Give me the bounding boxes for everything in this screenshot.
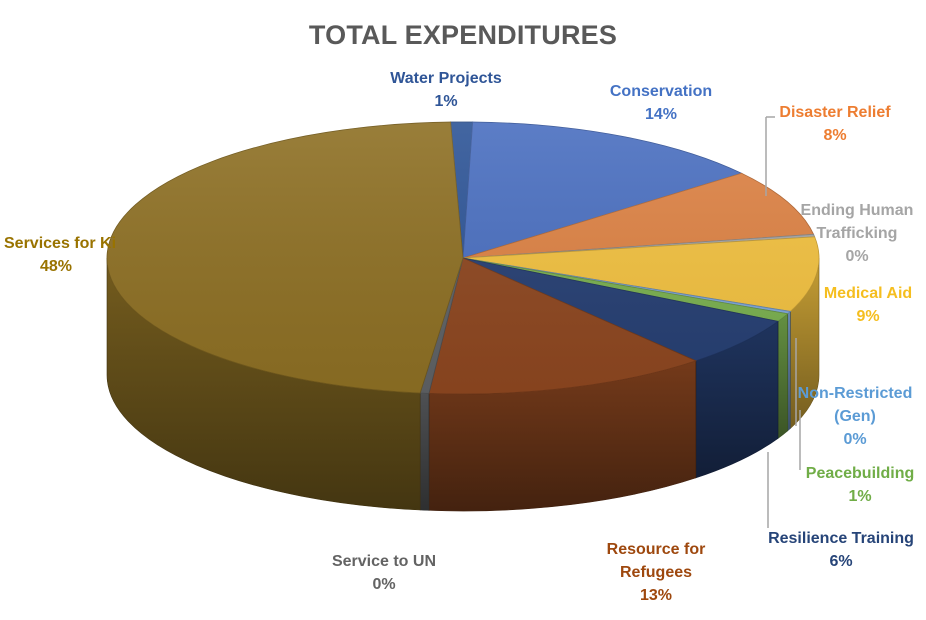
label-medical-aid: Medical Aid 9% xyxy=(808,282,926,328)
label-services-kids: Services for Ki 48% xyxy=(4,232,124,278)
label-service-un: Service to UN 0% xyxy=(314,550,454,596)
pie-top-layer xyxy=(106,121,820,395)
leader-lines xyxy=(765,116,801,528)
label-resource-refugees-line1: Resource for xyxy=(606,541,706,558)
label-resilience-training-name: Resilience Training xyxy=(768,530,914,547)
label-non-restricted-line1: Non-Restricted xyxy=(797,385,913,402)
label-ending-trafficking-line2: Trafficking xyxy=(816,225,898,242)
label-peacebuilding: Peacebuilding 1% xyxy=(798,462,922,508)
label-medical-aid-pct: 9% xyxy=(856,308,880,325)
label-disaster-relief-name: Disaster Relief xyxy=(779,104,891,121)
label-resource-refugees-line2: Refugees xyxy=(619,564,693,581)
label-services-kids-pct: 48% xyxy=(40,258,73,275)
label-water-projects: Water Projects 1% xyxy=(381,67,511,113)
label-service-un-pct: 0% xyxy=(372,576,396,593)
label-resilience-training-pct: 6% xyxy=(829,553,853,570)
chart-title: TOTAL EXPENDITURES xyxy=(308,20,618,50)
label-services-kids-name: Services for Ki xyxy=(4,235,117,252)
label-ending-trafficking: Ending Human Trafficking 0% xyxy=(792,199,922,268)
label-disaster-relief: Disaster Relief 8% xyxy=(770,101,900,147)
label-service-un-name: Service to UN xyxy=(331,553,437,570)
label-conservation-pct: 14% xyxy=(644,106,678,123)
label-medical-aid-name: Medical Aid xyxy=(823,285,913,302)
label-water-projects-pct: 1% xyxy=(434,93,458,110)
label-non-restricted-pct: 0% xyxy=(843,431,867,448)
label-resource-refugees: Resource for Refugees 13% xyxy=(586,538,726,607)
label-peacebuilding-name: Peacebuilding xyxy=(805,465,915,482)
label-water-projects-name: Water Projects xyxy=(390,70,502,87)
pie-side-peacebuilding xyxy=(777,313,789,439)
label-non-restricted-line2: (Gen) xyxy=(834,408,876,425)
label-conservation-name: Conservation xyxy=(609,83,713,100)
label-ending-trafficking-line1: Ending Human xyxy=(800,202,914,219)
label-resource-refugees-pct: 13% xyxy=(639,587,673,604)
label-resilience-training: Resilience Training 6% xyxy=(756,527,926,573)
label-peacebuilding-pct: 1% xyxy=(848,488,872,505)
label-ending-trafficking-pct: 0% xyxy=(845,248,869,265)
label-disaster-relief-pct: 8% xyxy=(823,127,847,144)
label-non-restricted: Non-Restricted (Gen) 0% xyxy=(790,382,920,451)
label-conservation: Conservation 14% xyxy=(596,80,726,126)
pie-side-service-to-un xyxy=(419,392,430,511)
